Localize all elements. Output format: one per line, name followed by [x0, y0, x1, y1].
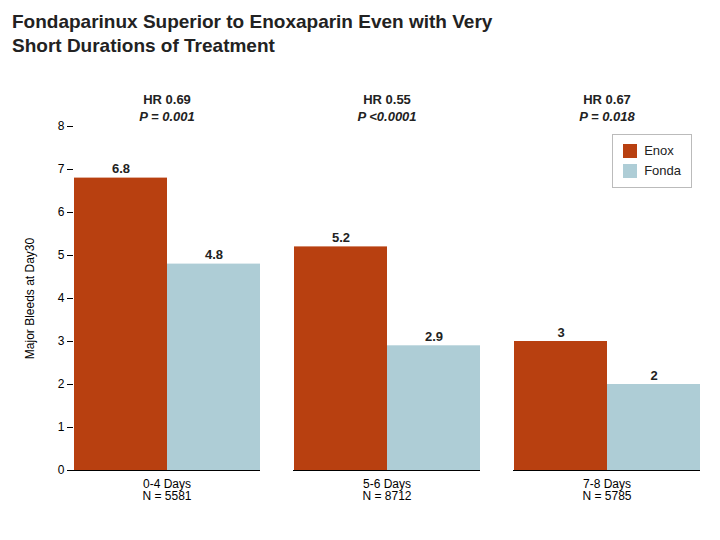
html-text:Fonda: Fonda — [644, 162, 681, 178]
html-text:Fondaparinux Superior to Enoxa: Fondaparinux Superior to Enoxaparin Even… — [12, 11, 493, 56]
svg-text:P = 0.001: P = 0.001 — [139, 108, 195, 123]
svg-text:3: 3 — [557, 324, 564, 339]
svg-text:8: 8 — [58, 119, 65, 133]
svg-text:0: 0 — [58, 463, 65, 477]
svg-text:1: 1 — [58, 420, 65, 434]
svg-text:Major Bleeds at Day30: Major Bleeds at Day30 — [23, 237, 37, 359]
svg-text:4.8: 4.8 — [205, 247, 223, 262]
html-text:Enox: Enox — [644, 142, 674, 158]
svg-text:2: 2 — [58, 377, 65, 391]
svg-text:3: 3 — [58, 334, 65, 348]
svg-text:HR 0.69: HR 0.69 — [143, 91, 191, 106]
svg-text:0-4 DaysN = 5581: 0-4 DaysN = 5581 — [142, 477, 191, 503]
svg-text:5-6 DaysN = 8712: 5-6 DaysN = 8712 — [362, 477, 411, 503]
svg-text:2: 2 — [650, 367, 657, 382]
svg-text:HR 0.55: HR 0.55 — [363, 91, 411, 106]
svg-text:P <0.0001: P <0.0001 — [357, 108, 416, 123]
svg-text:6: 6 — [58, 205, 65, 219]
svg-text:P = 0.018: P = 0.018 — [579, 108, 635, 123]
svg-text:7: 7 — [58, 162, 65, 176]
svg-text:HR 0.67: HR 0.67 — [583, 91, 631, 106]
svg-text:5: 5 — [58, 248, 65, 262]
svg-text:7-8 DaysN = 5785: 7-8 DaysN = 5785 — [582, 477, 631, 503]
svg-text:6.8: 6.8 — [112, 161, 130, 176]
svg-text:2.9: 2.9 — [425, 328, 443, 343]
svg-text:5.2: 5.2 — [332, 229, 350, 244]
svg-text:4: 4 — [58, 291, 65, 305]
